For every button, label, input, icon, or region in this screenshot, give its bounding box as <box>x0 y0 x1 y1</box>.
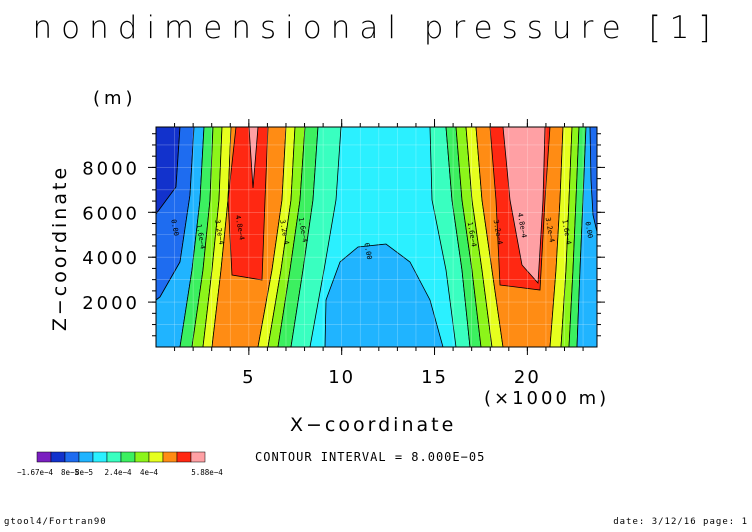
colorbar-swatch <box>148 451 164 463</box>
contour-label: 0.00 <box>583 221 594 239</box>
colorbar-swatch <box>190 451 206 463</box>
contour-label: 0.00 <box>169 219 180 237</box>
x-axis-label: X−coordinate <box>290 414 457 436</box>
colorbar-swatch <box>120 451 136 463</box>
colorbar-tick-label: 4e−4 <box>140 468 159 477</box>
y-tick-label: 4000 <box>82 248 140 269</box>
colorbar-tick-label: 8e−5 <box>61 468 79 477</box>
colorbar-tick-label: 8e−5 <box>75 468 93 477</box>
colorbar-swatch <box>176 451 192 463</box>
x-tick-label: 5 <box>242 367 255 388</box>
colorbar-tick-label: −1.67e−4 <box>17 468 54 477</box>
colorbar: −1.67e−4 8e−58e−5 2.4e−4 4e−4 5.88e−4 <box>17 451 223 477</box>
colorbar-swatch <box>78 451 94 463</box>
contour-interval-text: CONTOUR INTERVAL = 8.000E−05 <box>255 450 486 464</box>
plot-frame <box>155 126 598 348</box>
colorbar-swatch <box>36 451 52 463</box>
y-tick-label: 2000 <box>82 293 140 314</box>
chart-title: nondimensional pressure [1] <box>32 10 720 46</box>
y-tick-label: 6000 <box>82 203 140 224</box>
x-axis-unit: (×1000 m) <box>484 388 610 409</box>
footer-program: gtool4/Fortran90 <box>4 517 107 527</box>
y-tick-label: 8000 <box>82 158 140 179</box>
colorbar-swatch <box>64 451 80 463</box>
colorbar-tick-label: 2.4e−4 <box>104 468 132 477</box>
y-axis-unit: (m) <box>93 88 137 109</box>
x-tick-label: 15 <box>421 367 448 388</box>
contour-label: 0.00 <box>362 242 373 260</box>
x-tick-label: 10 <box>328 367 355 388</box>
y-axis-label: Z−coordinate <box>49 164 71 332</box>
colorbar-swatch <box>162 451 178 463</box>
colorbar-swatch <box>134 451 150 463</box>
contour-band <box>324 243 444 348</box>
colorbar-swatch <box>50 451 66 463</box>
footer-date-page: date: 3/12/16 page: 1 <box>613 517 748 527</box>
colorbar-swatch <box>106 451 122 463</box>
colorbar-tick-label: 5.88e−4 <box>191 468 223 477</box>
x-tick-label: 20 <box>514 367 541 388</box>
colorbar-swatch <box>92 451 108 463</box>
